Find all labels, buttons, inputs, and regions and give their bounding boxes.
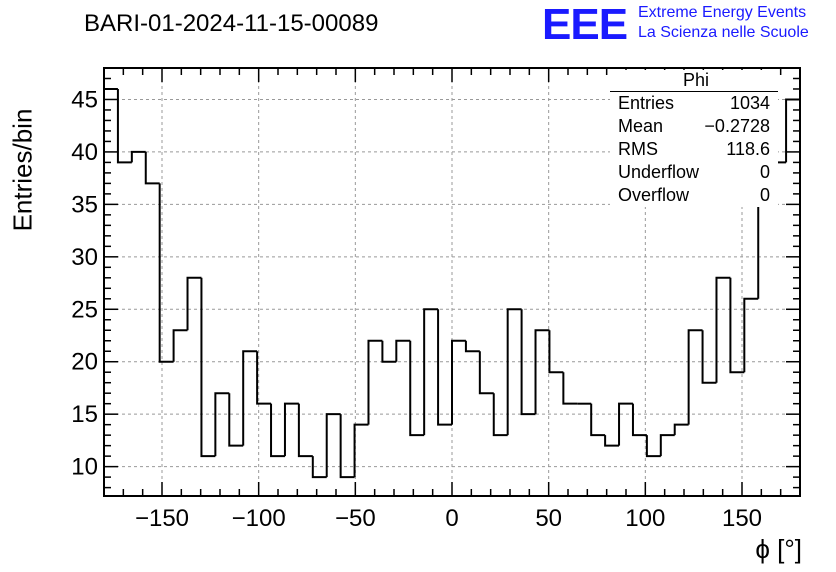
- histogram-bin: [367, 339, 383, 425]
- histogram-bin: [256, 351, 272, 405]
- histogram-bin: [659, 434, 675, 457]
- histogram-bin: [339, 414, 355, 479]
- histogram-bin: [158, 183, 174, 363]
- histogram-bin: [687, 329, 703, 425]
- x-tick-label: 0: [445, 505, 458, 532]
- histogram-bin: [673, 423, 689, 436]
- stats-label: Entries: [618, 93, 675, 113]
- x-tick-label: 100: [625, 505, 665, 532]
- stats-value: 0: [759, 185, 770, 205]
- histogram-bin: [242, 350, 258, 446]
- stats-label: Underflow: [618, 162, 700, 182]
- y-tick-label: 25: [71, 296, 98, 323]
- histogram-bin: [325, 413, 341, 478]
- histogram-bin: [729, 277, 745, 374]
- x-axis-ticks: −150 −100 −50 0 50 100 150: [103, 68, 801, 532]
- y-tick-label: 20: [71, 349, 98, 376]
- x-axis-label: ϕ [°]: [755, 534, 802, 564]
- histogram-bin: [214, 392, 230, 457]
- histogram-bin: [228, 393, 244, 447]
- y-tick-label: 15: [71, 401, 98, 428]
- stats-value: 118.6: [726, 139, 770, 159]
- logo-line-1: Extreme Energy Events: [638, 4, 807, 21]
- histogram-bin: [172, 329, 188, 362]
- stats-row-entries: Entries 1034: [610, 92, 778, 115]
- stats-label: RMS: [618, 139, 658, 159]
- x-tick-label: −150: [135, 505, 189, 532]
- histogram-bin: [743, 297, 759, 373]
- histogram-bin: [116, 88, 132, 164]
- stats-row-mean: Mean −0.2728: [610, 115, 778, 138]
- y-tick-label: 30: [71, 244, 98, 271]
- histogram-bin: [270, 403, 285, 458]
- histogram-bin: [604, 435, 620, 447]
- histogram-bin: [548, 330, 564, 374]
- stats-histogram-name: Phi: [610, 70, 778, 92]
- histogram-bin: [701, 330, 717, 384]
- x-tick-label: 50: [535, 505, 562, 532]
- stats-row-rms: RMS 118.6: [610, 138, 778, 161]
- x-tick-label: −100: [232, 505, 286, 532]
- histogram-bin: [381, 340, 397, 363]
- histogram-bin: [590, 403, 606, 437]
- y-axis-label: Entries/bin: [6, 108, 40, 232]
- y-axis-label-text: Entries/bin: [7, 108, 38, 232]
- stats-label: Overflow: [618, 185, 690, 205]
- y-tick-label: 10: [71, 454, 98, 481]
- histogram-bin: [130, 150, 146, 163]
- stats-box: Phi Entries 1034 Mean −0.2728 RMS 118.6 …: [610, 70, 778, 207]
- histogram-bin: [200, 277, 216, 458]
- histogram-bin: [506, 308, 522, 436]
- x-tick-label: −50: [335, 505, 376, 532]
- chart-title: BARI-01-2024-11-15-00089: [84, 10, 379, 37]
- histogram-bin: [409, 340, 425, 437]
- histogram-bin: [395, 339, 411, 362]
- histogram-bin: [562, 372, 578, 405]
- histogram-bin: [534, 329, 550, 415]
- logo-line-2: La Scienza nelle Scuole: [638, 24, 809, 41]
- histogram-series: [103, 87, 801, 496]
- stats-value: 0: [759, 162, 770, 182]
- histogram-bin: [464, 340, 480, 353]
- histogram-bin: [631, 403, 647, 437]
- histogram-bin: [785, 98, 801, 496]
- stats-value: 1034: [729, 93, 770, 113]
- histogram-bin: [423, 308, 439, 436]
- histogram-bin: [186, 276, 202, 331]
- histogram-bin: [451, 339, 466, 425]
- y-tick-label: 40: [71, 139, 98, 166]
- histogram-bin: [478, 351, 494, 395]
- stats-label: Mean: [618, 116, 664, 136]
- histogram-bin: [283, 402, 299, 457]
- stats-row-underflow: Underflow 0: [610, 161, 778, 184]
- histogram-bin: [492, 393, 508, 437]
- y-tick-label: 35: [71, 191, 98, 218]
- histogram-bin: [311, 456, 327, 479]
- x-tick-label: 150: [722, 505, 762, 532]
- histogram-bin: [520, 309, 536, 416]
- histogram-bin: [437, 309, 452, 426]
- histogram-bin: [645, 435, 661, 458]
- y-tick-label: 45: [71, 86, 98, 113]
- histogram-bin: [353, 423, 369, 478]
- histogram-bin: [618, 402, 633, 446]
- eee-logo-text: Extreme Energy Events La Scienza nelle S…: [638, 3, 809, 43]
- histogram-bin: [715, 276, 731, 383]
- histogram-bin: [297, 403, 313, 458]
- stats-value: −0.2728: [704, 116, 770, 136]
- stats-row-overflow: Overflow 0: [610, 184, 778, 207]
- y-axis-ticks: 10 15 20 25 30 35 40 45: [71, 77, 800, 489]
- eee-logo: EEE: [542, 0, 628, 49]
- histogram-bin: [144, 151, 160, 185]
